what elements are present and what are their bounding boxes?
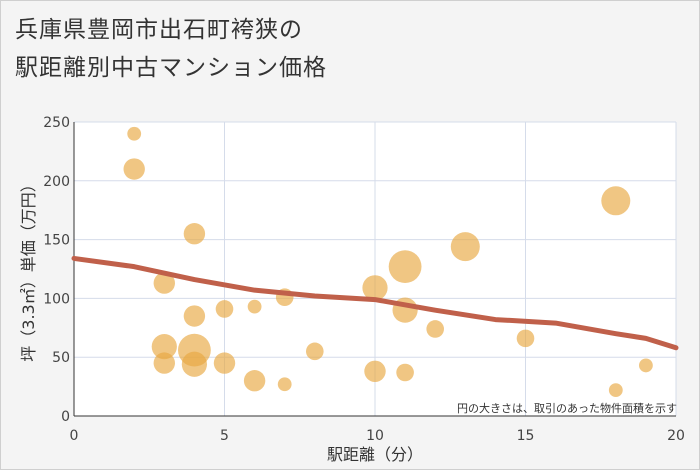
data-point	[123, 158, 145, 180]
x-tick-label: 0	[70, 428, 79, 444]
data-point	[153, 272, 175, 294]
data-point	[181, 351, 207, 377]
data-point	[362, 275, 388, 301]
x-tick-label: 5	[220, 428, 229, 444]
data-point	[243, 370, 266, 392]
x-axis-title: 駅距離（分）	[327, 445, 423, 464]
data-point	[153, 352, 175, 374]
trend-line	[71, 255, 679, 351]
y-tick-label: 200	[43, 174, 70, 190]
data-point	[183, 305, 206, 327]
x-tick-label: 15	[517, 428, 535, 444]
data-point	[396, 363, 414, 382]
data-point	[127, 126, 142, 141]
chart-title: 兵庫県豊岡市出石町袴狭の 駅距離別中古マンション価格	[15, 11, 615, 87]
y-tick-labels: 0 50 100 150 200 250	[43, 115, 70, 425]
x-tick-label: 20	[667, 428, 685, 444]
data-point	[388, 250, 422, 284]
x-tick-label: 10	[366, 428, 384, 444]
axes	[73, 122, 676, 417]
data-point	[213, 352, 236, 374]
y-axis-title: 坪（3.3㎡）単価（万円）	[19, 176, 38, 361]
y-tick-label: 150	[43, 233, 70, 249]
trend-layer	[71, 255, 679, 351]
y-tick-label: 50	[52, 350, 70, 366]
size-note: 円の大きさは、取引のあった物件面積を示す	[457, 401, 677, 415]
data-point	[277, 377, 292, 392]
y-tick-label: 0	[61, 409, 70, 425]
chart-title-line-1: 兵庫県豊岡市出石町袴狭の	[15, 17, 303, 43]
data-point	[247, 299, 262, 314]
y-tick-label: 100	[43, 291, 70, 307]
data-point	[151, 334, 177, 360]
x-tick-labels: 0 5 10 15 20	[70, 428, 685, 444]
data-point	[364, 360, 386, 383]
data-point	[601, 186, 631, 216]
y-tick-label: 250	[43, 115, 70, 131]
data-point	[215, 300, 234, 318]
data-point	[516, 329, 535, 348]
data-point	[450, 232, 480, 262]
chart-title-line-2: 駅距離別中古マンション価格	[15, 55, 327, 81]
data-point	[306, 342, 324, 361]
data-point	[639, 358, 653, 373]
data-point	[426, 320, 445, 338]
data-point	[183, 223, 206, 245]
data-point	[608, 383, 623, 398]
